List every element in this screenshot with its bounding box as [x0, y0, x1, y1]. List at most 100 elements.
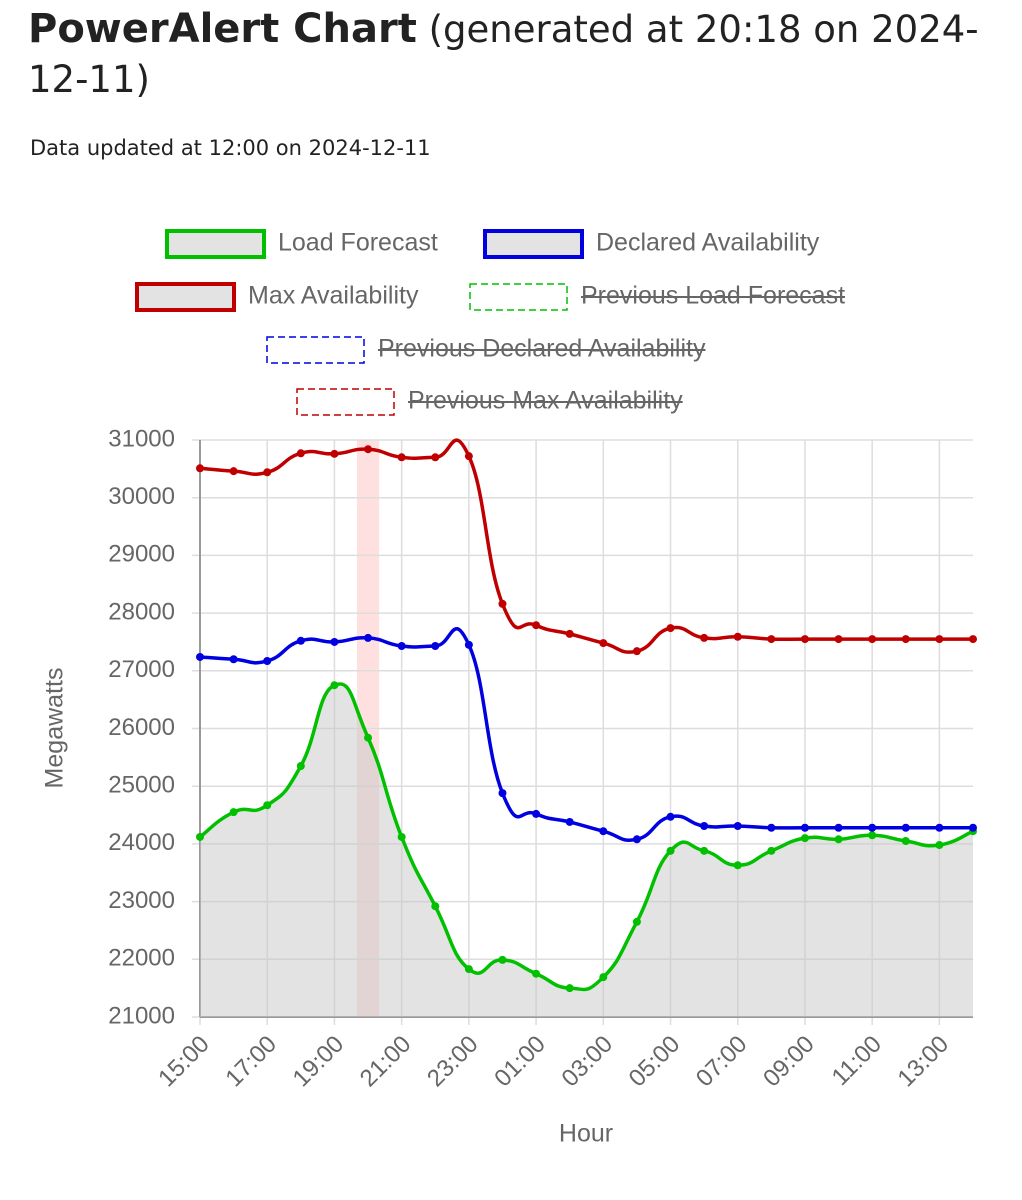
- point: [364, 633, 373, 642]
- x-tick-label: 05:00: [624, 1031, 686, 1093]
- point: [868, 831, 877, 840]
- legend-swatch: [483, 229, 584, 259]
- point: [733, 861, 742, 870]
- legend-swatch: [296, 388, 395, 416]
- point: [229, 655, 238, 664]
- point: [364, 733, 373, 742]
- point: [330, 449, 339, 458]
- point: [498, 789, 507, 798]
- point: [431, 641, 440, 650]
- generated: (generated at 20:18 on 2024-12-11): [28, 8, 979, 101]
- point: [565, 984, 574, 993]
- point: [532, 621, 541, 630]
- x-tick-label: 01:00: [489, 1031, 551, 1093]
- legend-label: Load Forecast: [278, 229, 438, 257]
- point: [532, 809, 541, 818]
- point: [431, 453, 440, 462]
- point: [397, 832, 406, 841]
- point: [800, 635, 809, 644]
- x-tick-label: 19:00: [288, 1031, 350, 1093]
- point: [296, 762, 305, 771]
- point: [229, 808, 238, 817]
- point: [431, 902, 440, 911]
- point: [599, 639, 608, 648]
- point: [296, 636, 305, 645]
- area: [200, 683, 973, 1017]
- point: [565, 817, 574, 826]
- point: [196, 652, 204, 661]
- point: [666, 846, 675, 855]
- y-tick-label: 29000: [108, 541, 175, 568]
- x-tick-label: 11:00: [827, 1031, 887, 1091]
- point: [901, 823, 910, 832]
- point: [364, 445, 373, 454]
- legend-label: Previous Declared Availability: [378, 335, 706, 363]
- y-tick-label: 22000: [108, 945, 175, 972]
- y-tick-label: 31000: [108, 425, 175, 452]
- legend-swatch: [469, 283, 568, 311]
- point: [767, 823, 776, 832]
- line: [199, 438, 973, 654]
- point: [901, 635, 910, 644]
- x-tick-label: 07:00: [691, 1031, 753, 1093]
- y-tick-label: 28000: [108, 598, 175, 625]
- x-tick-label: 17:00: [220, 1031, 282, 1093]
- y-tick-label: 21000: [108, 1002, 175, 1029]
- point: [397, 641, 406, 650]
- point: [901, 837, 910, 846]
- point: [330, 681, 339, 690]
- point: [464, 965, 473, 974]
- y-tick-label: 27000: [108, 656, 175, 683]
- point: [767, 846, 776, 855]
- header: PowerAlert Chart (generated at 20:18 on …: [28, 4, 1003, 105]
- x-tick-label: 13:00: [893, 1031, 955, 1093]
- point: [834, 835, 843, 844]
- point: [296, 449, 305, 458]
- point: [935, 841, 944, 850]
- point: [969, 635, 977, 644]
- point: [666, 624, 675, 633]
- x-axis-label: Hour: [559, 1120, 613, 1148]
- point: [767, 635, 776, 644]
- point: [935, 635, 944, 644]
- x-tick-label: 23:00: [422, 1031, 484, 1093]
- point: [632, 647, 641, 656]
- point: [330, 637, 339, 646]
- y-axis-label: Megawatts: [41, 668, 69, 789]
- y-tick-label: 25000: [108, 772, 175, 799]
- x-tick-label: 03:00: [556, 1031, 618, 1093]
- y-tick-label: 23000: [108, 887, 175, 914]
- y-tick-label: 30000: [108, 483, 175, 510]
- point: [263, 801, 272, 810]
- legend-label: Previous Load Forecast: [581, 282, 845, 310]
- point: [565, 629, 574, 638]
- point: [733, 632, 742, 641]
- point: [935, 823, 944, 832]
- legend-label: Previous Max Availability: [408, 387, 683, 415]
- legend-swatch: [135, 282, 236, 312]
- point: [969, 823, 977, 832]
- point: [599, 973, 608, 982]
- x-tick-label: 15:00: [153, 1031, 215, 1093]
- point: [834, 823, 843, 832]
- x-tick-label: 09:00: [758, 1031, 820, 1093]
- point: [263, 656, 272, 665]
- point: [464, 640, 473, 649]
- legend-swatch: [165, 229, 266, 259]
- title: PowerAlert Chart: [28, 6, 417, 52]
- point: [498, 599, 507, 608]
- point: [800, 834, 809, 843]
- point: [700, 633, 709, 642]
- point: [868, 635, 877, 644]
- point: [263, 468, 272, 477]
- point: [800, 823, 809, 832]
- point: [733, 822, 742, 831]
- updated: Data updated at 12:00 on 2024-12-11: [30, 136, 431, 160]
- point: [599, 827, 608, 836]
- legend-label: Max Availability: [248, 282, 419, 310]
- point: [632, 835, 641, 844]
- point: [532, 969, 541, 978]
- y-tick-label: 26000: [108, 714, 175, 741]
